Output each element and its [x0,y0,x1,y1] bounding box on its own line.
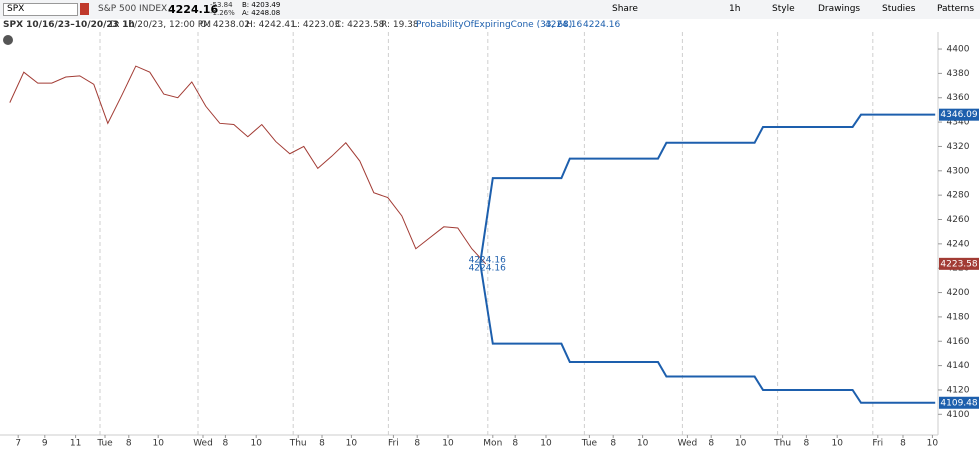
y-tick-label: 4300 [947,166,970,176]
series-line [479,113,936,264]
y-tick-label: 4320 [947,142,970,152]
price-badge [939,257,979,270]
y-tick-label: 4140 [947,361,970,371]
style-button[interactable]: Style [772,4,795,14]
price-badge [939,396,979,409]
alert-icon [80,3,89,15]
study-name: ProbabilityOfExpiringCone (33, 68) [416,20,573,30]
timeframe-button[interactable]: 1h [729,4,741,14]
x-tick-label: Wed [678,439,698,449]
y-tick-label: 4340 [947,118,970,128]
x-tick-label: 8 [804,439,810,449]
x-tick-label: 10 [735,439,747,449]
legend: SPX 10/16/23–10/20/23 1h D: 10/20/23, 12… [0,19,980,32]
x-tick-label: 8 [223,439,229,449]
legend-item: C: 4223.58 [335,20,385,30]
x-tick-label: 9 [42,439,48,449]
legend-item: H: 4242.41 [246,20,296,30]
legend-item: D: 10/20/23, 12:00 PM [110,20,211,30]
x-tick-label: 10 [346,439,358,449]
x-tick-label: 10 [927,439,939,449]
x-tick-label: 8 [708,439,714,449]
x-tick-label: 8 [414,439,420,449]
price-badge-label: 4109.48 [940,398,977,408]
y-tick-label: 4160 [947,337,970,347]
plot-bg [0,32,980,451]
legend-item: L: 4223.03 [292,20,341,30]
x-tick-label: Mon [483,439,502,449]
x-tick-label: 8 [512,439,518,449]
change: -53.84 [210,1,233,9]
x-tick-label: 8 [319,439,325,449]
x-tick-label: 8 [610,439,616,449]
x-tick-label: 8 [900,439,906,449]
y-tick-label: 4380 [947,69,970,79]
series-line [479,262,936,404]
cone-origin-label: 4224.16 [469,264,506,274]
studies-button[interactable]: Studies [882,4,916,14]
bid: B: 4203.49 [242,1,281,9]
x-tick-label: 10 [442,439,454,449]
y-tick-label: 4260 [947,215,970,225]
x-tick-label: Fri [872,439,883,449]
x-tick-label: 10 [152,439,164,449]
x-tick-label: Thu [773,439,791,449]
y-tick-label: 4400 [947,45,970,55]
legend-title: SPX 10/16/23–10/20/23 1h [3,20,135,30]
y-tick-label: 4120 [947,385,970,395]
share-button[interactable]: Share [612,4,638,14]
y-tick-label: 4100 [947,410,970,420]
y-tick-label: 4280 [947,191,970,201]
x-tick-label: Wed [193,439,213,449]
x-tick-label: Tue [581,439,598,449]
x-tick-label: 10 [637,439,649,449]
x-tick-label: Thu [289,439,307,449]
x-tick-label: Tue [96,439,113,449]
x-tick-label: 11 [70,439,81,449]
info-icon[interactable] [3,35,13,45]
last-price: 4224.16 [168,3,219,16]
study-value: 4224.16 [545,20,583,30]
price-badge [939,108,979,121]
x-tick-label: 7 [15,439,21,449]
symbol-box[interactable]: SPX [3,3,78,16]
x-tick-label: 10 [250,439,262,449]
y-tick-label: 4240 [947,239,970,249]
price-badge-label: 4346.09 [940,110,977,120]
y-tick-label: 4180 [947,312,970,322]
x-tick-label: Fri [388,439,399,449]
change-pct: -1.26% [210,9,235,17]
y-tick-label: 4360 [947,93,970,103]
ask: A: 4248.08 [242,9,281,17]
legend-item: R: 19.38 [381,20,419,30]
x-tick-label: 10 [831,439,843,449]
symbol-name: S&P 500 INDEX [98,4,168,14]
patterns-button[interactable]: Patterns [937,4,975,14]
study-value: 4224.16 [583,20,621,30]
legend-item: O: 4238.02 [200,20,251,30]
price-badge-label: 4223.58 [940,259,977,269]
series-line [9,65,487,265]
drawings-button[interactable]: Drawings [818,4,861,14]
x-tick-label: 8 [126,439,132,449]
cone-origin-label: 4224.16 [469,256,506,266]
x-tick-label: 10 [540,439,552,449]
y-tick-label: 4200 [947,288,970,298]
